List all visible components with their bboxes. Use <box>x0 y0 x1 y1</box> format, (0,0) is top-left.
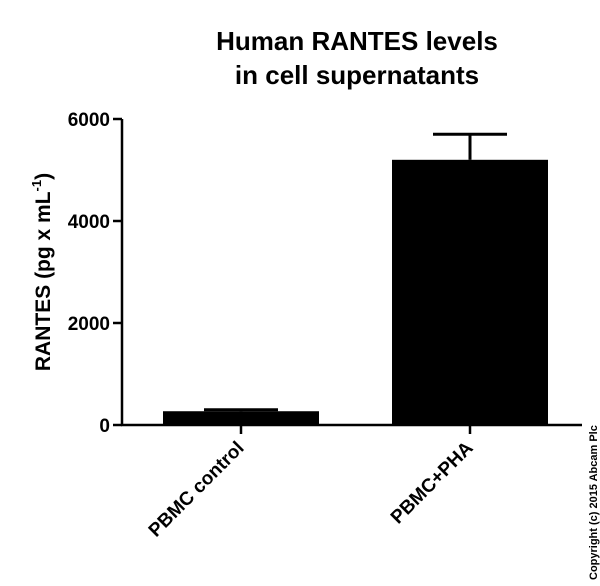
y-tick-label: 6000 <box>68 110 110 131</box>
y-axis-label-suffix: ) <box>32 173 55 180</box>
y-axis-label-text: RANTES (pg x mL <box>32 191 55 371</box>
y-axis-label: RANTES (pg x mL-1) <box>29 173 55 371</box>
copyright: Copyright (c) 2015 Abcam Plc <box>588 425 600 580</box>
bar <box>163 411 319 425</box>
bar <box>392 159 548 426</box>
chart-title: Human RANTES levels <box>216 26 498 56</box>
y-tick-label: 0 <box>99 416 110 437</box>
chart-title: in cell supernatants <box>235 60 479 90</box>
y-tick-label: 4000 <box>68 212 110 233</box>
y-axis-label-superscript: -1 <box>29 180 44 192</box>
x-tick-label: PBMC+PHA <box>387 437 478 528</box>
y-tick-label: 2000 <box>68 314 110 335</box>
x-tick-label: PBMC control <box>145 438 249 542</box>
